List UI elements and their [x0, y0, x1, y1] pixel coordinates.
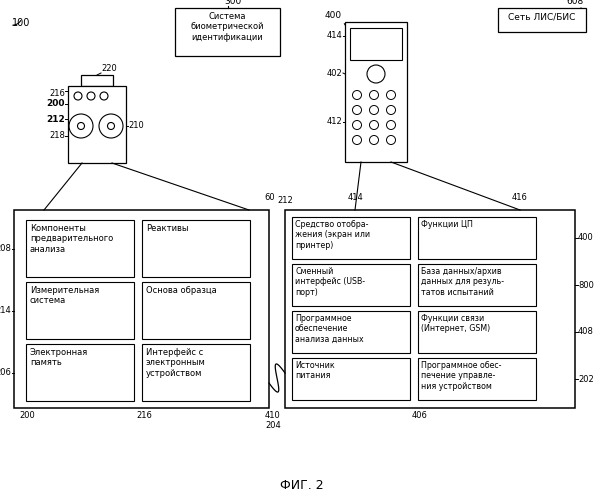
- Bar: [292, 217, 410, 259]
- Bar: [418, 217, 536, 259]
- Bar: [26, 344, 134, 401]
- Bar: [292, 358, 410, 400]
- Text: Функции ЦП: Функции ЦП: [421, 220, 473, 229]
- Text: Средство отобра-
жения (экран или
принтер): Средство отобра- жения (экран или принте…: [295, 220, 370, 250]
- Bar: [345, 22, 407, 162]
- Text: 400: 400: [578, 234, 594, 242]
- Text: Интерфейс с
электронным
устройством: Интерфейс с электронным устройством: [146, 348, 206, 378]
- Text: 216: 216: [137, 411, 152, 420]
- Text: 402: 402: [326, 68, 342, 78]
- Text: База данных/архив
данных для резуль-
татов испытаний: База данных/архив данных для резуль- тат…: [421, 267, 504, 297]
- Text: 406: 406: [412, 411, 428, 420]
- Bar: [14, 210, 269, 408]
- Bar: [142, 220, 250, 277]
- Text: Программное обес-
печение управле-
ния устройством: Программное обес- печение управле- ния у…: [421, 361, 501, 391]
- Bar: [26, 220, 134, 277]
- Bar: [350, 28, 402, 60]
- Text: 408: 408: [578, 328, 594, 336]
- Bar: [26, 282, 134, 339]
- Text: Реактивы: Реактивы: [146, 224, 188, 233]
- Text: 200: 200: [19, 411, 35, 420]
- Text: 206: 206: [0, 368, 11, 377]
- Bar: [175, 8, 280, 56]
- Bar: [81, 75, 113, 86]
- Text: Источник
питания: Источник питания: [295, 361, 335, 380]
- Text: Функции связи
(Интернет, GSM): Функции связи (Интернет, GSM): [421, 314, 490, 334]
- Text: Сменный
интерфейс (USB-
порт): Сменный интерфейс (USB- порт): [295, 267, 365, 297]
- Text: 214: 214: [0, 306, 11, 315]
- Text: Электронная
память: Электронная память: [30, 348, 88, 368]
- Text: 216: 216: [49, 89, 65, 98]
- Text: 208: 208: [0, 244, 11, 253]
- Text: 212: 212: [47, 114, 65, 124]
- Text: 60: 60: [264, 193, 275, 202]
- Text: 416: 416: [512, 193, 528, 202]
- Text: 400: 400: [325, 11, 342, 20]
- Bar: [292, 264, 410, 306]
- Text: 414: 414: [326, 32, 342, 40]
- Bar: [285, 210, 575, 408]
- Text: 202: 202: [578, 374, 594, 384]
- Text: 212: 212: [277, 196, 293, 205]
- Text: Компоненты
предварительного
анализа: Компоненты предварительного анализа: [30, 224, 114, 254]
- Bar: [498, 8, 586, 32]
- Text: 412: 412: [326, 118, 342, 126]
- Bar: [142, 344, 250, 401]
- Text: 414: 414: [347, 193, 363, 202]
- Text: 200: 200: [47, 100, 65, 108]
- Text: Измерительная
система: Измерительная система: [30, 286, 99, 306]
- Text: 410: 410: [265, 411, 281, 420]
- Bar: [292, 311, 410, 353]
- Text: 300: 300: [224, 0, 241, 6]
- Text: 608: 608: [567, 0, 584, 6]
- Text: ФИГ. 2: ФИГ. 2: [280, 479, 324, 492]
- Text: 210: 210: [128, 122, 144, 130]
- Bar: [142, 282, 250, 339]
- Text: 218: 218: [49, 132, 65, 140]
- Text: 800: 800: [578, 280, 594, 289]
- Text: 220: 220: [101, 64, 117, 73]
- Text: Система
биометрической
идентификации: Система биометрической идентификации: [191, 12, 265, 42]
- Bar: [418, 358, 536, 400]
- Text: Программное
обеспечение
анализа данных: Программное обеспечение анализа данных: [295, 314, 364, 344]
- Text: Сеть ЛИС/БИС: Сеть ЛИС/БИС: [509, 13, 576, 22]
- Bar: [418, 264, 536, 306]
- Bar: [418, 311, 536, 353]
- Bar: [68, 86, 126, 163]
- Text: Основа образца: Основа образца: [146, 286, 217, 295]
- Text: 100: 100: [12, 18, 30, 28]
- Text: 204: 204: [265, 421, 281, 430]
